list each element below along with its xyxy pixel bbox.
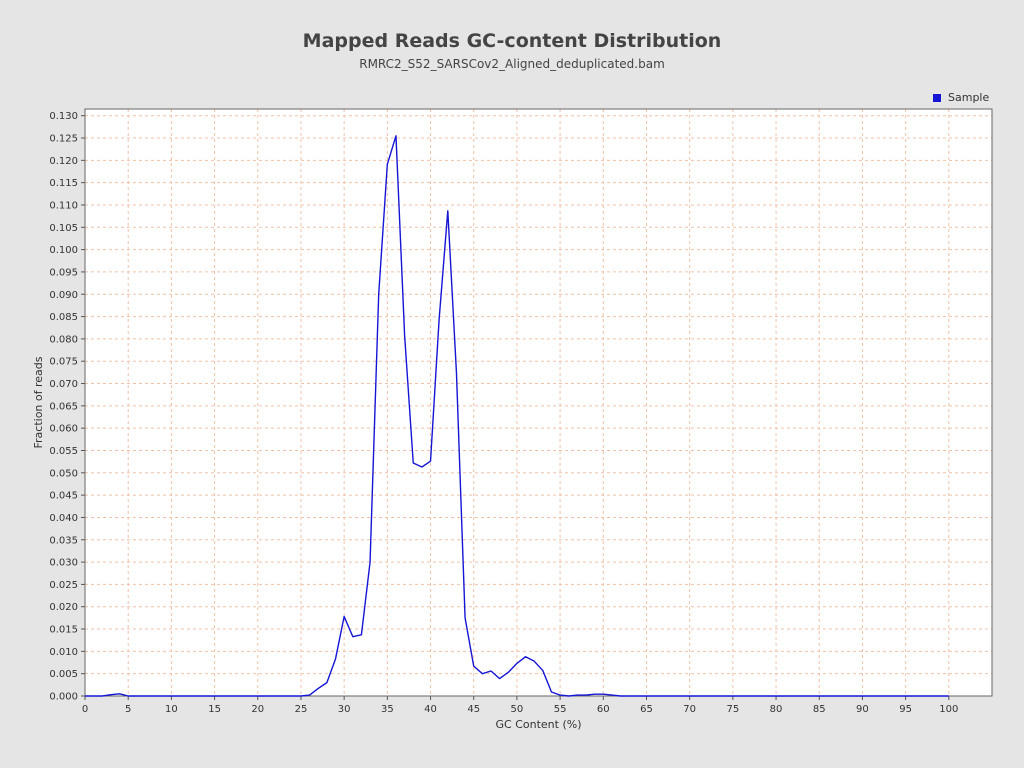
y-tick-label: 0.055: [49, 446, 78, 457]
y-tick-label: 0.040: [49, 513, 78, 524]
y-tick-label: 0.065: [49, 401, 78, 412]
legend-label-sample: Sample: [948, 91, 990, 104]
y-tick-label: 0.130: [49, 111, 78, 122]
x-tick-label: 70: [683, 704, 696, 715]
y-tick-label: 0.045: [49, 491, 78, 502]
series-layer: [85, 135, 949, 697]
x-tick-label: 65: [640, 704, 653, 715]
y-tick-label: 0.120: [49, 156, 78, 167]
y-tick-label: 0.075: [49, 357, 78, 368]
y-tick-label: 0.010: [49, 647, 78, 658]
y-tick-label: 0.005: [49, 669, 78, 680]
y-tick-label: 0.090: [49, 290, 78, 301]
grid-lines: [85, 109, 992, 696]
x-tick-label: 55: [554, 704, 567, 715]
x-tick-label: 100: [939, 704, 958, 715]
y-tick-label: 0.080: [49, 334, 78, 345]
y-tick-label: 0.105: [49, 223, 78, 234]
x-tick-label: 25: [295, 704, 308, 715]
legend: Sample: [933, 91, 989, 104]
y-axis-label: Fraction of reads: [32, 356, 45, 448]
y-tick-label: 0.020: [49, 602, 78, 613]
x-tick-label: 20: [251, 704, 264, 715]
x-tick-label: 35: [381, 704, 394, 715]
x-tick-label: 5: [125, 704, 131, 715]
x-tick-label: 30: [338, 704, 351, 715]
y-tick-label: 0.095: [49, 267, 78, 278]
x-tick-label: 50: [511, 704, 524, 715]
y-tick-label: 0.070: [49, 379, 78, 390]
chart-subtitle: RMRC2_S52_SARSCov2_Aligned_deduplicated.…: [359, 57, 665, 71]
x-tick-label: 75: [726, 704, 739, 715]
x-tick-label: 15: [208, 704, 221, 715]
y-tick-label: 0.125: [49, 134, 78, 145]
x-axis-label: GC Content (%): [496, 718, 582, 731]
legend-swatch-sample: [933, 93, 941, 102]
y-tick-label: 0.060: [49, 424, 78, 435]
y-tick-label: 0.100: [49, 245, 78, 256]
y-tick-label: 0.115: [49, 178, 78, 189]
axes: 0.000 0.005 0.010 0.015 0.020 0.025 0.030 0.035…: [49, 108, 993, 715]
x-tick-label: 10: [165, 704, 178, 715]
plot-area: [85, 109, 992, 696]
x-tick-label: 45: [467, 704, 480, 715]
x-tick-label: 0: [82, 704, 88, 715]
chart-title: Mapped Reads GC-content Distribution: [302, 30, 722, 52]
y-tick-label: 0.085: [49, 312, 78, 323]
x-tick-label: 60: [597, 704, 610, 715]
x-tick-label: 85: [813, 704, 826, 715]
x-tick-label: 90: [856, 704, 869, 715]
plot-border: [84, 108, 993, 697]
series-line-sample: [85, 135, 949, 697]
y-tick-label: 0.050: [49, 468, 78, 479]
x-tick-label: 95: [899, 704, 912, 715]
y-tick-label: 0.025: [49, 580, 78, 591]
y-tick-label: 0.000: [49, 692, 78, 703]
y-tick-label: 0.035: [49, 535, 78, 546]
x-tick-label: 40: [424, 704, 437, 715]
y-tick-label: 0.110: [49, 200, 78, 211]
y-tick-label: 0.015: [49, 625, 78, 636]
x-tick-label: 80: [770, 704, 783, 715]
y-tick-label: 0.030: [49, 558, 78, 569]
